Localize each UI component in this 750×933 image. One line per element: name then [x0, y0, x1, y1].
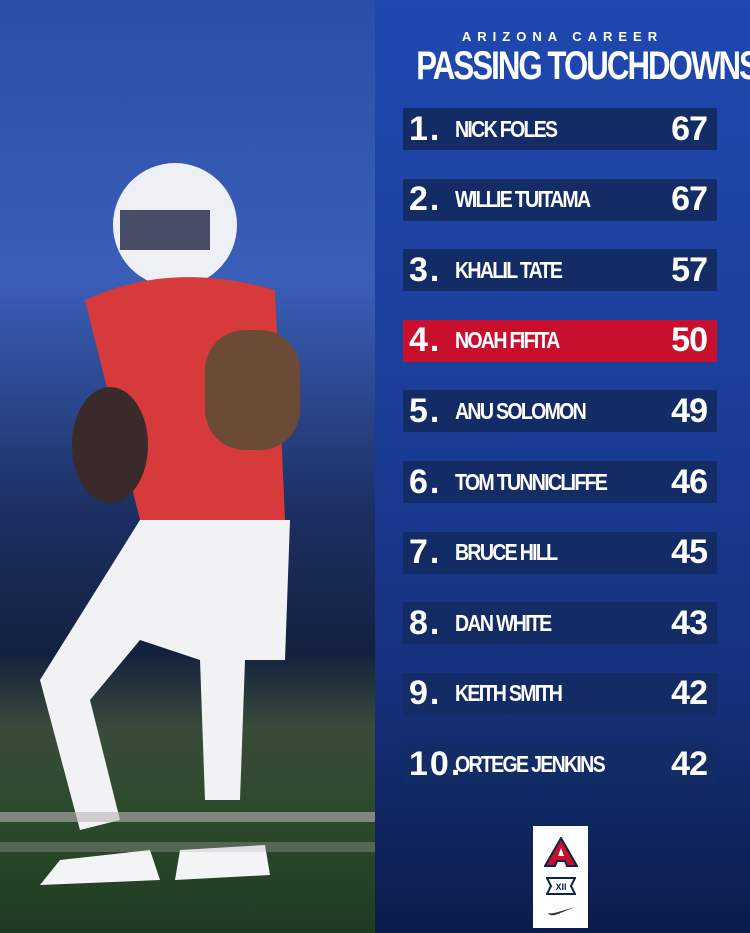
rank: 9.: [409, 674, 442, 713]
big12-logo: XII: [545, 877, 576, 895]
rank: 2.: [409, 180, 442, 219]
leaderboard-row: 9. KEITH SMITH 42: [403, 672, 717, 715]
leaderboard-row: 1. NICK FOLES 67: [403, 108, 717, 150]
leaderboard-row: 2. WILLIE TUITAMA 67: [403, 178, 717, 221]
touchdowns-value: 46: [671, 462, 708, 501]
player-name: WILLIE TUITAMA: [455, 186, 591, 213]
leaderboard-row: 4. NOAH FIFITA 50: [403, 319, 717, 362]
touchdowns-value: 42: [671, 674, 708, 713]
touchdowns-value: 57: [671, 250, 708, 289]
player-name: TOM TUNNICLIFFE: [455, 468, 608, 495]
rank: 10.: [409, 744, 463, 783]
player-name: NOAH FIFITA: [455, 327, 560, 354]
touchdowns-value: 45: [671, 533, 708, 572]
leaderboard-row: 5. ANU SOLOMON 49: [403, 390, 717, 433]
leaderboard-panel: ARIZONA CAREER PASSING TOUCHDOWNS 1. NICK…: [375, 0, 750, 933]
rank: 1.: [409, 109, 442, 148]
touchdowns-value: 50: [671, 321, 708, 360]
player-name: DAN WHITE: [455, 609, 552, 636]
nike-swoosh-logo: [547, 907, 575, 916]
rank: 7.: [409, 533, 442, 572]
leaderboard-row: 7. BRUCE HILL 45: [403, 531, 717, 574]
touchdowns-value: 43: [671, 603, 708, 642]
player-name: BRUCE HILL: [455, 539, 558, 566]
subtitle: ARIZONA CAREER: [461, 29, 664, 44]
rank: 3.: [409, 250, 442, 289]
rank: 4.: [409, 321, 442, 360]
leaderboard-row: 10. ORTEGE JENKINS 42: [403, 743, 717, 786]
player-name: KHALIL TATE: [455, 256, 563, 283]
player-name: ORTEGE JENKINS: [455, 750, 606, 777]
touchdowns-value: 67: [671, 180, 708, 219]
rank: 8.: [409, 603, 442, 642]
touchdowns-value: 49: [671, 391, 708, 430]
logo-box: XII: [533, 826, 588, 928]
quarterback-figure: [40, 163, 300, 885]
arizona-a-logo: [543, 837, 578, 867]
touchdowns-value: 67: [671, 109, 708, 148]
player-photo: [0, 0, 375, 933]
leaderboard-row: 3. KHALIL TATE 57: [403, 249, 717, 292]
player-name: ANU SOLOMON: [455, 397, 587, 424]
player-name: KEITH SMITH: [455, 680, 563, 707]
leaderboard-row: 6. TOM TUNNICLIFFE 46: [403, 461, 717, 503]
rank: 6.: [409, 462, 442, 501]
player-name: NICK FOLES: [455, 115, 558, 142]
svg-text:XII: XII: [555, 882, 566, 892]
rank: 5.: [409, 391, 442, 430]
page-title: PASSING TOUCHDOWNS: [416, 44, 750, 88]
leaderboard-row: 8. DAN WHITE 43: [403, 602, 717, 645]
touchdowns-value: 42: [671, 744, 708, 783]
